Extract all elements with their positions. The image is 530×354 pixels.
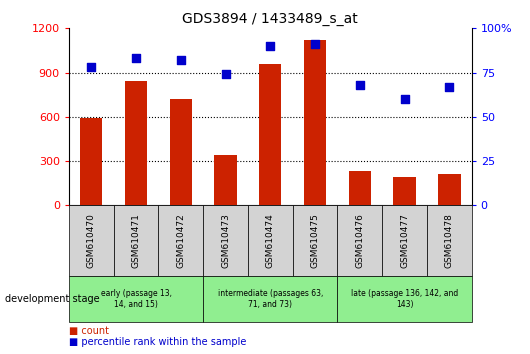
Text: GSM610476: GSM610476 bbox=[355, 213, 364, 268]
Text: ■ count: ■ count bbox=[69, 326, 109, 336]
Bar bbox=[304, 40, 326, 205]
Point bbox=[356, 82, 364, 88]
Text: GSM610475: GSM610475 bbox=[311, 213, 320, 268]
Text: ■ percentile rank within the sample: ■ percentile rank within the sample bbox=[69, 337, 246, 347]
Point bbox=[400, 96, 409, 102]
Point bbox=[222, 72, 230, 77]
Bar bbox=[80, 118, 102, 205]
Bar bbox=[259, 64, 281, 205]
Text: early (passage 13,
14, and 15): early (passage 13, 14, and 15) bbox=[101, 290, 172, 309]
Bar bbox=[349, 171, 371, 205]
Point bbox=[311, 41, 319, 47]
Bar bbox=[125, 81, 147, 205]
Text: GSM610470: GSM610470 bbox=[87, 213, 96, 268]
Text: GSM610471: GSM610471 bbox=[131, 213, 140, 268]
Text: GSM610477: GSM610477 bbox=[400, 213, 409, 268]
Point bbox=[176, 57, 185, 63]
Point bbox=[87, 64, 95, 70]
Bar bbox=[170, 99, 192, 205]
Point bbox=[132, 56, 140, 61]
Title: GDS3894 / 1433489_s_at: GDS3894 / 1433489_s_at bbox=[182, 12, 358, 26]
Bar bbox=[438, 173, 461, 205]
Text: GSM610472: GSM610472 bbox=[176, 213, 186, 268]
Bar bbox=[214, 155, 237, 205]
Point bbox=[266, 43, 275, 49]
Bar bbox=[393, 177, 416, 205]
Text: GSM610474: GSM610474 bbox=[266, 213, 275, 268]
Text: intermediate (passages 63,
71, and 73): intermediate (passages 63, 71, and 73) bbox=[218, 290, 323, 309]
Text: GSM610473: GSM610473 bbox=[221, 213, 230, 268]
Text: development stage: development stage bbox=[5, 294, 100, 304]
Point bbox=[445, 84, 454, 90]
Text: late (passage 136, 142, and
143): late (passage 136, 142, and 143) bbox=[351, 290, 458, 309]
Text: GSM610478: GSM610478 bbox=[445, 213, 454, 268]
